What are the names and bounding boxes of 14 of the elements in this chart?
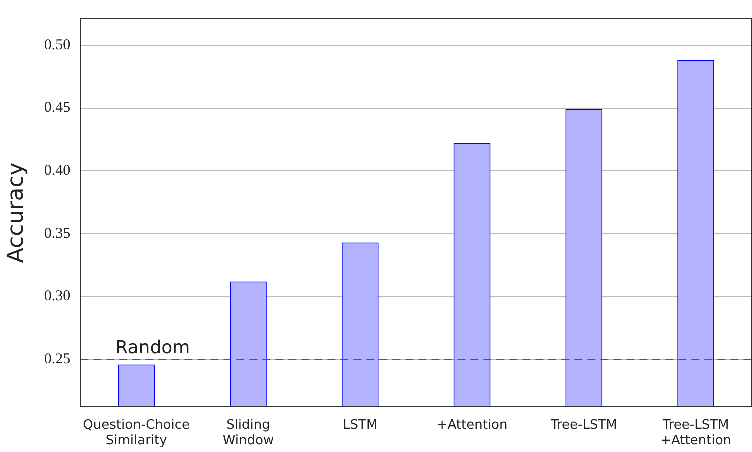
y-tick-label: 0.45 [44,100,71,116]
y-tick-label: 0.35 [44,226,71,242]
y-tick-label: 0.40 [44,163,71,180]
y-tick-label: 0.30 [44,288,71,305]
y-tick-label: 0.25 [44,352,71,368]
x-tick-label: +Attention [436,418,508,433]
x-tick-label: LSTM [343,418,378,433]
ref-line-label: Random [116,337,190,358]
y-axis-title: Accuracy [4,162,29,264]
x-tick-label: Question-Choice Similarity [83,418,190,449]
x-tick-label: Tree-LSTM [550,418,618,433]
y-tick-label: 0.50 [44,37,71,54]
x-tick-label: Sliding Window [222,418,274,449]
x-tick-label: Tree-LSTM +Attention [660,418,732,449]
